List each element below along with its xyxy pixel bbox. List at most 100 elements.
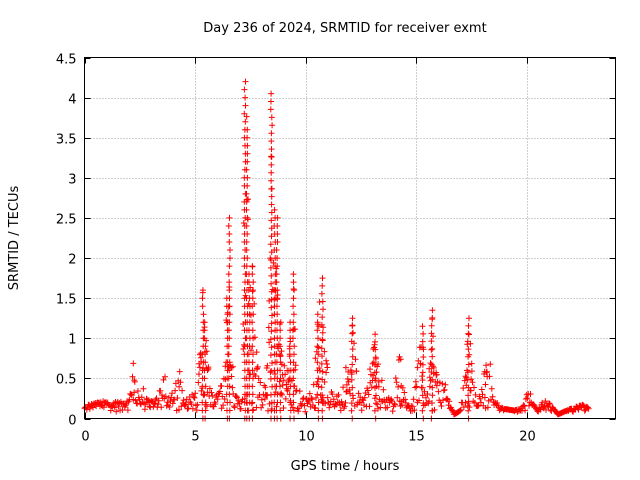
data-point bbox=[348, 369, 355, 376]
data-point bbox=[465, 331, 472, 338]
data-point bbox=[349, 322, 356, 329]
data-point bbox=[267, 241, 274, 248]
data-point bbox=[319, 298, 326, 305]
data-point bbox=[349, 384, 356, 391]
data-point bbox=[482, 381, 489, 388]
data-point bbox=[367, 366, 373, 373]
data-point bbox=[350, 329, 356, 336]
data-point bbox=[471, 399, 478, 406]
data-point bbox=[289, 327, 296, 334]
data-point bbox=[342, 399, 349, 406]
y-tick-label: 1.5 bbox=[56, 293, 77, 308]
data-point bbox=[241, 341, 247, 348]
data-point bbox=[394, 394, 401, 401]
data-point bbox=[420, 330, 427, 337]
data-point bbox=[243, 239, 250, 245]
data-point bbox=[343, 388, 350, 395]
data-point bbox=[201, 319, 208, 326]
data-point bbox=[274, 263, 281, 270]
data-point bbox=[202, 359, 209, 366]
data-point bbox=[268, 304, 275, 311]
data-point bbox=[461, 377, 468, 384]
data-point bbox=[410, 396, 417, 403]
data-point bbox=[429, 314, 436, 321]
data-point bbox=[442, 381, 449, 388]
data-point bbox=[244, 134, 251, 141]
data-point bbox=[382, 405, 389, 411]
data-point bbox=[244, 174, 251, 181]
data-point bbox=[243, 247, 250, 253]
data-point bbox=[416, 397, 422, 404]
data-point bbox=[413, 383, 420, 390]
data-point bbox=[318, 345, 325, 352]
data-point bbox=[429, 407, 436, 414]
data-point bbox=[341, 403, 348, 410]
data-point bbox=[465, 407, 472, 414]
data-point bbox=[273, 279, 280, 286]
data-point bbox=[326, 404, 333, 411]
data-point bbox=[169, 390, 175, 397]
x-tick-label: 15 bbox=[408, 430, 425, 445]
data-point bbox=[527, 391, 534, 397]
data-point bbox=[477, 395, 484, 402]
data-point bbox=[290, 399, 297, 406]
data-point bbox=[420, 400, 427, 407]
data-point bbox=[344, 376, 351, 382]
data-point bbox=[274, 214, 281, 221]
data-point bbox=[314, 311, 321, 318]
y-tick-label: 4.5 bbox=[56, 53, 77, 68]
data-point bbox=[446, 398, 453, 405]
data-point bbox=[243, 166, 250, 173]
data-point bbox=[227, 247, 233, 253]
data-point bbox=[249, 295, 256, 302]
data-point bbox=[191, 394, 198, 401]
data-point bbox=[419, 384, 426, 391]
data-point bbox=[226, 311, 233, 318]
data-point bbox=[348, 407, 355, 414]
data-point bbox=[323, 357, 330, 364]
data-point bbox=[244, 126, 251, 133]
data-point bbox=[214, 396, 221, 403]
data-point bbox=[267, 264, 274, 271]
data-point bbox=[428, 361, 435, 368]
x-tick-label: 20 bbox=[519, 430, 536, 445]
data-point bbox=[225, 223, 232, 229]
data-point bbox=[202, 343, 209, 350]
data-point bbox=[389, 408, 396, 415]
data-point bbox=[249, 367, 256, 374]
data-point bbox=[373, 400, 379, 407]
data-point bbox=[486, 373, 493, 380]
x-tick-label: 5 bbox=[191, 430, 199, 445]
data-point bbox=[464, 376, 471, 383]
data-point bbox=[231, 404, 238, 411]
data-point bbox=[201, 327, 208, 334]
data-point bbox=[218, 383, 225, 390]
data-point bbox=[195, 379, 202, 386]
data-point bbox=[196, 371, 202, 378]
data-point bbox=[274, 287, 281, 294]
data-point bbox=[291, 287, 298, 294]
data-point bbox=[371, 395, 378, 402]
data-point bbox=[329, 391, 336, 398]
data-point bbox=[164, 399, 171, 406]
data-point bbox=[349, 315, 356, 322]
data-point bbox=[420, 346, 427, 353]
data-point bbox=[264, 392, 271, 399]
data-point bbox=[375, 378, 382, 385]
data-point bbox=[268, 201, 275, 208]
data-point bbox=[268, 193, 275, 200]
data-point bbox=[345, 378, 352, 385]
data-point bbox=[460, 385, 467, 392]
data-point bbox=[274, 311, 281, 318]
data-point bbox=[429, 345, 436, 352]
data-point bbox=[243, 190, 250, 197]
grid-lines bbox=[84, 57, 616, 419]
data-point bbox=[226, 367, 233, 374]
data-point bbox=[349, 361, 356, 368]
data-point bbox=[349, 330, 356, 337]
data-point bbox=[249, 319, 256, 326]
data-point bbox=[268, 209, 275, 216]
data-point bbox=[399, 402, 405, 408]
data-point bbox=[268, 114, 275, 121]
